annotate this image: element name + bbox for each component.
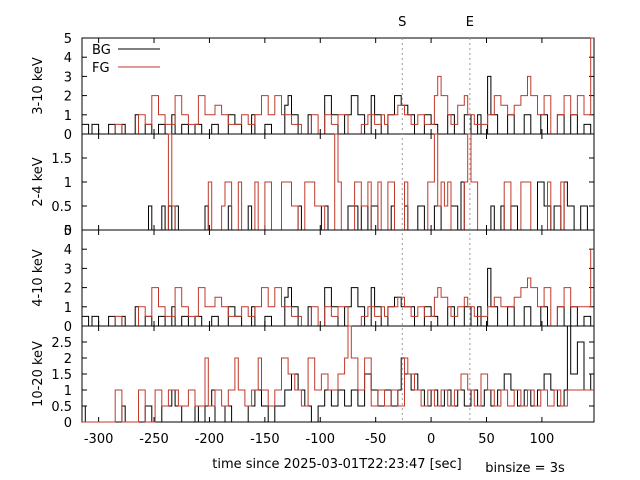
panel-1: 0 1 2 3 4 5 3-10 keV (31, 32, 595, 143)
x-tick-label: -200 (195, 432, 225, 447)
bg-series-line (82, 181, 594, 231)
x-axis-label: time since 2025-03-01T22:23:47 [sec] (212, 457, 461, 472)
marker-label-e: E (466, 15, 474, 30)
y-tick-label: 4 (64, 51, 72, 66)
y-tick-label: 1 (64, 301, 72, 316)
y-axis-label: 4-10 keV (31, 249, 46, 307)
y-tick-label: 1.5 (51, 152, 72, 167)
y-axis-label: 3-10 keV (31, 57, 46, 115)
fg-series-line (82, 37, 594, 135)
panel-2: 0 0.5 1 1.5 2-4 keV (31, 133, 595, 239)
x-tick-label: -150 (250, 432, 280, 447)
x-tick-label: 0 (427, 432, 435, 447)
y-tick-label: 1 (64, 109, 72, 124)
y-tick-label: 4 (64, 243, 72, 258)
y-tick-label: 2 (64, 352, 72, 367)
y-tick-label: 1 (64, 384, 72, 399)
fg-series-line (82, 248, 594, 327)
y-tick-label: 0 (64, 416, 72, 431)
x-tick-label: 50 (478, 432, 495, 447)
y-tick-label: 1 (64, 176, 72, 191)
y-tick-label: 0 (64, 320, 72, 335)
x-tick-label: -100 (306, 432, 336, 447)
x-tick-label: -300 (84, 432, 114, 447)
legend-fg-label: FG (92, 61, 110, 76)
y-tick-label: 0.5 (51, 200, 72, 215)
x-tick-label: 100 (529, 432, 554, 447)
legend: BG FG (92, 43, 160, 76)
panel-3: 0 1 2 3 4 5 4-10 keV (31, 224, 595, 335)
y-tick-label: 1.5 (51, 368, 72, 383)
y-tick-label: 2 (64, 282, 72, 297)
x-tick-label: -50 (365, 432, 386, 447)
legend-bg-label: BG (92, 43, 111, 58)
fg-series-line (82, 325, 594, 423)
panel-4: 00.511.522.5 10-20 keV (31, 325, 595, 431)
marker-label-s: S (398, 15, 406, 30)
y-tick-label: 0 (64, 224, 72, 239)
x-tick-label: -250 (139, 432, 169, 447)
y-axis-label: 2-4 keV (31, 157, 46, 206)
fg-series-line (82, 133, 594, 231)
y-tick-label: 2 (64, 90, 72, 105)
y-tick-label: 2.5 (51, 336, 72, 351)
y-tick-label: 3 (64, 70, 72, 85)
y-axis-label: 10-20 keV (31, 341, 46, 407)
binsize-label: binsize = 3s (485, 461, 565, 476)
y-tick-label: 0 (64, 128, 72, 143)
x-axis-ticks: -300 -250 -200 -150 -100 -50 0 50 100 (84, 432, 554, 447)
y-tick-label: 3 (64, 262, 72, 277)
y-tick-label: 0.5 (51, 400, 72, 415)
y-tick-label: 5 (64, 32, 72, 47)
y-tick-label: 5 (64, 224, 72, 239)
